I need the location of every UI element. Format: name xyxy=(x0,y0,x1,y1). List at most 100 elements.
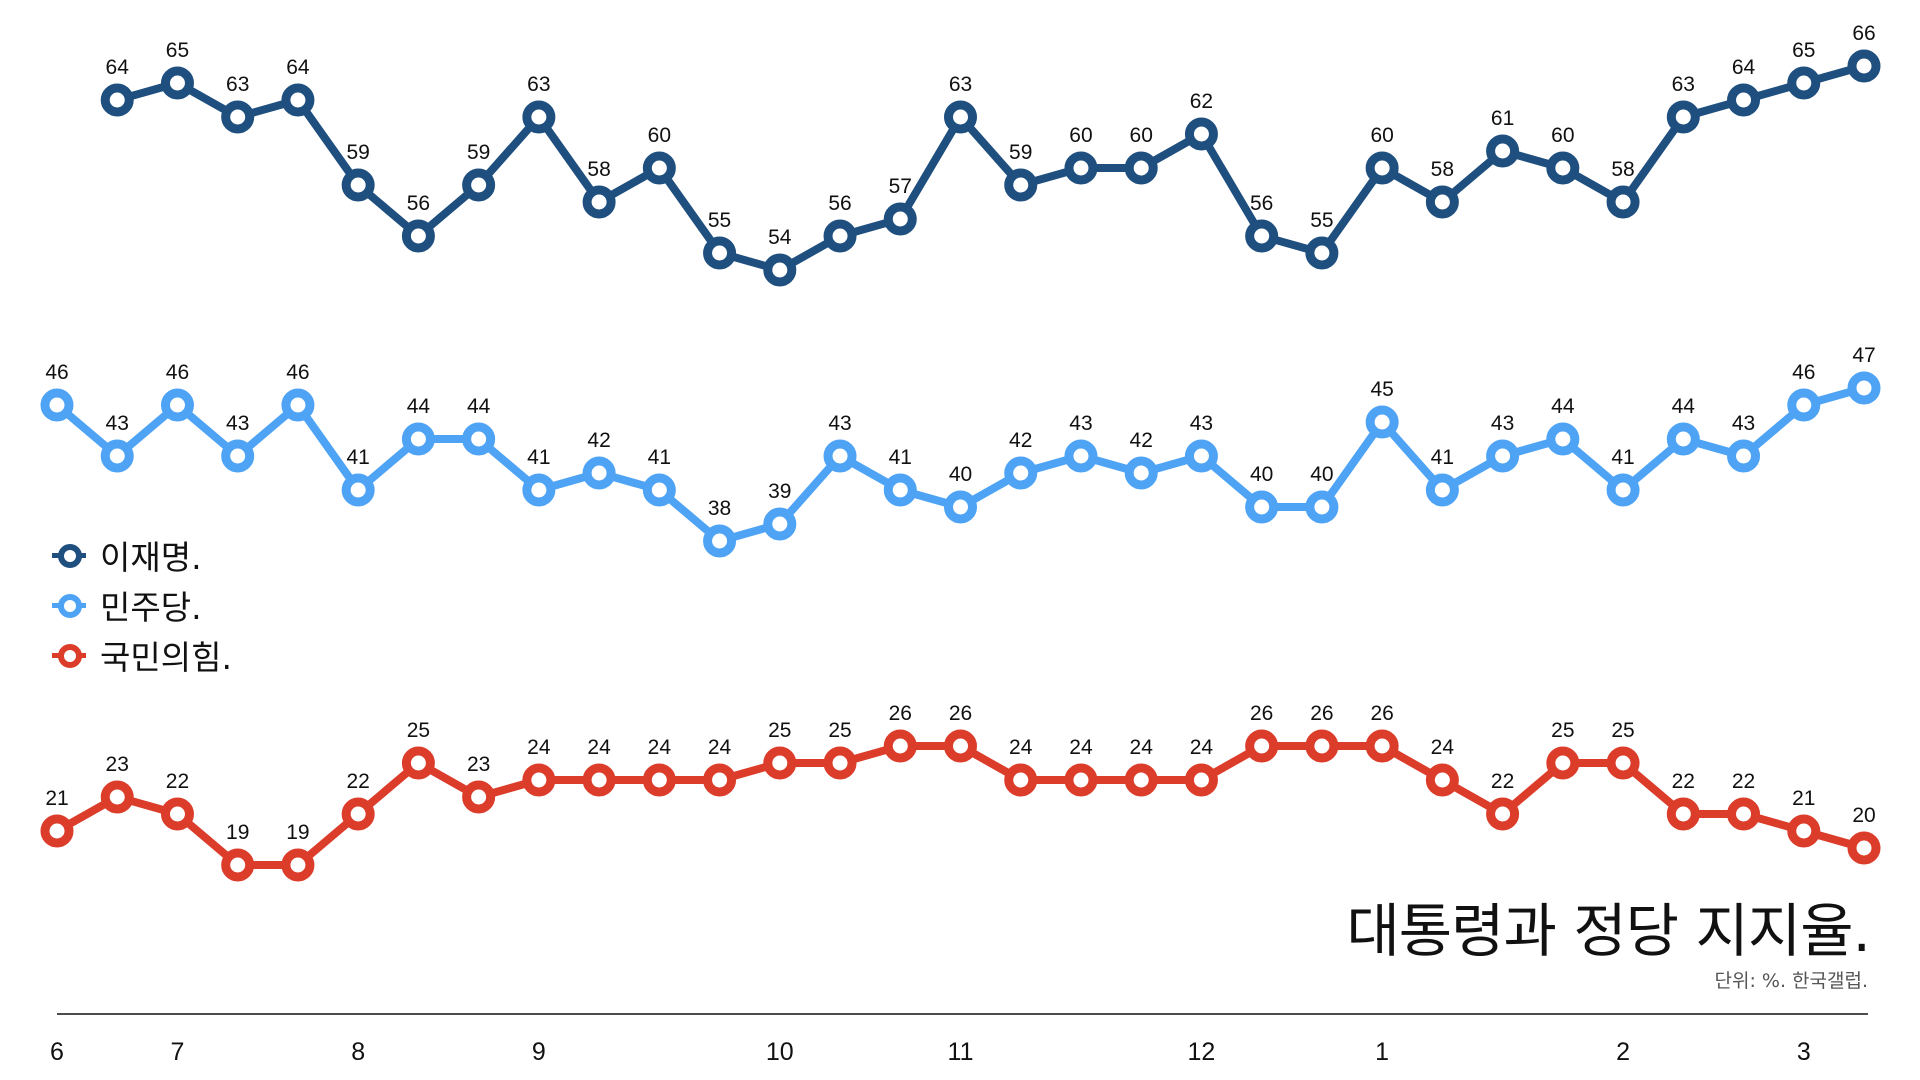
data-point xyxy=(1425,763,1459,797)
data-point xyxy=(1727,83,1761,117)
data-point xyxy=(1787,66,1821,100)
data-label: 63 xyxy=(527,73,550,96)
data-label: 39 xyxy=(768,480,791,503)
data-point xyxy=(642,473,676,507)
data-point xyxy=(1847,831,1881,865)
data-point xyxy=(1546,151,1580,185)
data-label: 43 xyxy=(1732,412,1755,435)
data-label: 46 xyxy=(286,361,309,384)
data-label: 43 xyxy=(828,412,851,435)
data-label: 42 xyxy=(587,429,610,452)
data-point xyxy=(1847,49,1881,83)
data-label: 43 xyxy=(106,412,129,435)
x-tick-label: 10 xyxy=(766,1038,794,1066)
data-label: 25 xyxy=(828,719,851,742)
data-label: 64 xyxy=(286,56,310,79)
data-point xyxy=(522,473,556,507)
data-label: 64 xyxy=(106,56,130,79)
data-point xyxy=(1606,185,1640,219)
data-label: 60 xyxy=(1130,124,1153,147)
data-label: 59 xyxy=(346,141,369,164)
data-point xyxy=(823,746,857,780)
data-point xyxy=(1305,729,1339,763)
data-label: 44 xyxy=(467,395,491,418)
data-label: 43 xyxy=(1491,412,1514,435)
data-point xyxy=(40,814,74,848)
data-point xyxy=(1606,746,1640,780)
data-point xyxy=(1847,371,1881,405)
x-tick-label: 3 xyxy=(1797,1038,1811,1066)
data-label: 56 xyxy=(1250,192,1273,215)
data-point xyxy=(944,490,977,524)
x-tick-label: 6 xyxy=(50,1038,64,1066)
data-point xyxy=(763,746,797,780)
data-point xyxy=(1425,473,1459,507)
data-point xyxy=(642,151,676,185)
data-label: 22 xyxy=(1672,770,1695,793)
legend-marker-icon xyxy=(52,642,86,668)
data-point xyxy=(883,202,917,236)
data-point xyxy=(582,185,616,219)
data-point xyxy=(944,729,977,763)
data-label: 38 xyxy=(708,497,731,520)
data-label: 24 xyxy=(1431,736,1455,759)
data-label: 22 xyxy=(1491,770,1514,793)
data-point xyxy=(160,66,194,100)
data-label: 41 xyxy=(346,446,369,469)
data-point xyxy=(401,746,435,780)
data-point xyxy=(1184,117,1218,151)
data-label: 22 xyxy=(166,770,189,793)
data-label: 65 xyxy=(1792,39,1815,62)
data-label: 24 xyxy=(1009,736,1033,759)
series-line xyxy=(55,742,1866,869)
data-label: 41 xyxy=(1611,446,1634,469)
data-point xyxy=(160,388,194,422)
data-label: 60 xyxy=(1551,124,1574,147)
data-point xyxy=(823,439,857,473)
chart-subtitle: 단위: %. 한국갤럽. xyxy=(1714,970,1869,992)
data-point xyxy=(1666,100,1700,134)
data-label: 20 xyxy=(1852,804,1875,827)
data-point xyxy=(221,439,255,473)
data-point xyxy=(703,236,737,270)
data-label: 26 xyxy=(1370,702,1393,725)
data-point xyxy=(401,219,435,253)
data-label: 26 xyxy=(1310,702,1333,725)
x-axis-ticks: 6 7 8 9 10 11 12 1 2 3 xyxy=(50,1038,1811,1066)
data-label: 45 xyxy=(1370,378,1393,401)
legend-label: 이재명. xyxy=(100,538,202,577)
x-tick-label: 7 xyxy=(171,1038,185,1066)
data-label: 24 xyxy=(527,736,551,759)
data-label: 41 xyxy=(648,446,671,469)
data-label: 44 xyxy=(407,395,431,418)
data-point xyxy=(462,168,496,202)
data-point xyxy=(1546,422,1580,456)
legend-marker-icon xyxy=(52,542,86,568)
data-point xyxy=(1184,439,1218,473)
data-label: 63 xyxy=(949,73,972,96)
data-label: 57 xyxy=(889,175,912,198)
data-label: 47 xyxy=(1852,344,1875,367)
data-point xyxy=(1245,490,1279,524)
data-label: 26 xyxy=(889,702,912,725)
data-point xyxy=(1666,797,1700,831)
data-point xyxy=(703,763,737,797)
data-point xyxy=(883,473,917,507)
data-label: 23 xyxy=(467,753,490,776)
data-point xyxy=(1064,151,1098,185)
legend-label: 민주당. xyxy=(100,588,202,627)
legend-marker-icon xyxy=(52,592,86,618)
data-point xyxy=(462,780,496,814)
data-label: 40 xyxy=(1250,463,1273,486)
data-point xyxy=(100,780,134,814)
data-label: 25 xyxy=(1611,719,1634,742)
series-line xyxy=(116,62,1866,274)
data-label: 24 xyxy=(1130,736,1154,759)
data-point xyxy=(703,524,737,558)
data-label: 41 xyxy=(527,446,550,469)
data-point xyxy=(40,388,74,422)
data-label: 24 xyxy=(648,736,672,759)
data-point xyxy=(221,848,255,882)
data-label: 40 xyxy=(1310,463,1333,486)
